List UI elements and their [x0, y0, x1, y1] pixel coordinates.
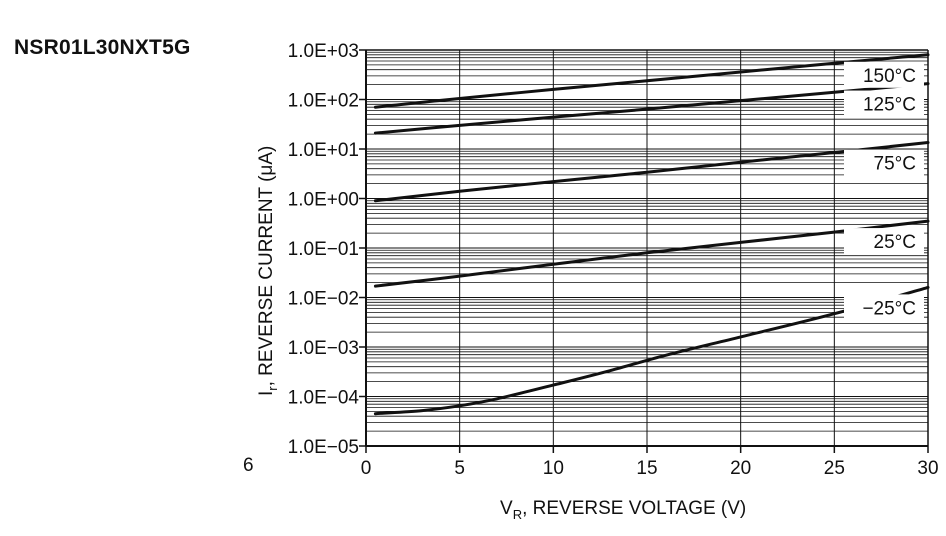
curve-label-box: [844, 149, 924, 176]
axes: 1.0E+03 1.0E+02 1.0E+01 1.0E+00 1.0E−01 1.0E−…: [288, 41, 939, 479]
curve-label: 75°C: [874, 154, 916, 175]
series-line: [373, 285, 930, 416]
curve-label: 25°C: [874, 232, 916, 253]
y-axis-title-main: I: [256, 391, 277, 396]
curve-label-box: [844, 294, 924, 321]
y-tick-label: 1.0E+03: [288, 41, 359, 62]
x-axis-title-main: V: [500, 498, 513, 519]
series-line: [373, 219, 930, 288]
series-line: [373, 82, 930, 135]
series-line: [373, 53, 930, 109]
curve-label-box: [844, 61, 924, 88]
y-axis-title-rest: , REVERSE CURRENT (μA): [256, 146, 277, 387]
x-axis-title: VR, REVERSE VOLTAGE (V): [500, 498, 746, 522]
x-tick-label: 10: [543, 458, 564, 479]
curve-label-box: [844, 90, 924, 117]
x-tick-label: 15: [636, 458, 657, 479]
y-tick-label: 1.0E+00: [288, 190, 359, 211]
curve-label-box: [844, 228, 924, 255]
curve-label: −25°C: [862, 298, 916, 319]
y-tick-label: 1.0E−03: [288, 338, 359, 359]
y-tick-label: 1.0E−02: [288, 289, 359, 310]
y-tick-label: 1.0E−01: [288, 239, 359, 260]
y-axis-title: Ir, REVERSE CURRENT (μA): [256, 146, 280, 396]
x-axis-title-rest: , REVERSE VOLTAGE (V): [522, 498, 746, 519]
series-line: [373, 141, 930, 203]
x-axis-title-sub: R: [513, 507, 522, 522]
x-tick-label: 30: [917, 458, 938, 479]
x-tick-label: 0: [361, 458, 372, 479]
x-tick-label: 5: [454, 458, 465, 479]
y-tick-label: 1.0E+01: [288, 140, 359, 161]
x-tick-label: 25: [824, 458, 845, 479]
y-tick-label: 1.0E−04: [288, 388, 360, 409]
chart-title: NSR01L30NXT5G: [14, 36, 191, 59]
curves: [373, 53, 930, 416]
curve-label: 125°C: [863, 95, 916, 116]
page-number: 6: [243, 455, 254, 476]
y-tick-label: 1.0E−05: [288, 437, 359, 458]
curve-label: 150°C: [863, 66, 916, 87]
y-axis-title-sub: r: [265, 386, 280, 391]
x-tick-label: 20: [730, 458, 751, 479]
y-tick-label: 1.0E+02: [288, 91, 359, 112]
curve-labels: 150°C 125°C 75°C 25°C −25°C: [844, 61, 924, 321]
